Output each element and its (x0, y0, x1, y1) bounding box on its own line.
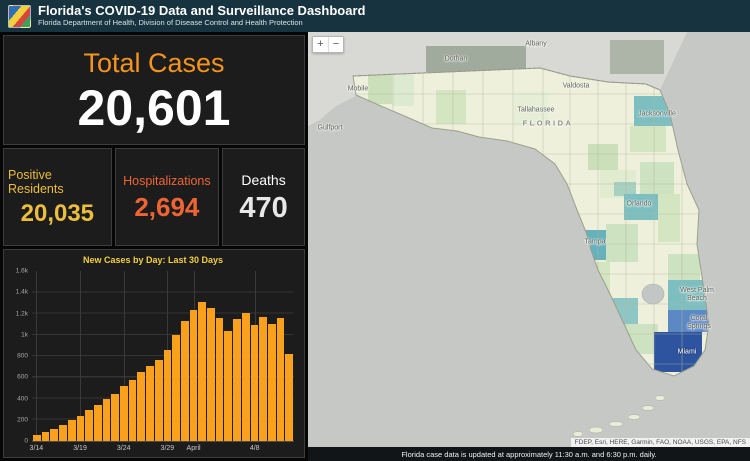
y-tick-label: 600 (17, 373, 28, 381)
bar-4/2[interactable] (198, 302, 207, 441)
hospitalizations-value: 2,694 (134, 192, 200, 222)
y-tick-label: 1k (21, 331, 28, 339)
bar-3/26[interactable] (137, 371, 146, 441)
grid-line (80, 271, 82, 441)
bar-4/7[interactable] (241, 312, 250, 441)
grid-line (36, 271, 38, 441)
florida-keys (572, 395, 666, 437)
bar-3/17[interactable] (59, 425, 67, 441)
page-subtitle: Florida Department of Health, Division o… (38, 18, 303, 28)
bar-3/15[interactable] (41, 431, 50, 441)
bar-4/12[interactable] (285, 354, 294, 441)
bar-3/19[interactable] (76, 415, 85, 441)
chart-title: New Cases by Day: Last 30 Days (82, 255, 224, 265)
florida-doh-logo-icon (8, 4, 31, 28)
app-header: Florida's COVID-19 Data and Surveillance… (0, 0, 750, 32)
x-tick-label: 3/29 (160, 445, 175, 452)
bar-3/14[interactable] (33, 434, 41, 441)
hospitalizations-panel: Hospitalizations 2,694 (114, 148, 220, 246)
total-cases-label: Total Cases (83, 47, 225, 78)
y-tick-label: 200 (17, 416, 28, 424)
bar-3/20[interactable] (85, 410, 93, 441)
bar-4/10[interactable] (267, 323, 276, 441)
new-cases-chart-panel: New Cases by Day: Last 30 Days 0 200 400 60… (3, 249, 305, 458)
y-tick-label: 1.4k (15, 288, 28, 296)
hospitalizations-label: Hospitalizations (123, 174, 211, 188)
y-tick-label: 1.6k (15, 267, 28, 275)
bar-3/28[interactable] (154, 359, 163, 441)
map-zoom-controls: + − (312, 36, 344, 53)
x-tick-label: 4/8 (249, 445, 260, 452)
map-out-of-state-land (308, 32, 687, 126)
bar-4/5[interactable] (224, 331, 233, 441)
bar-3/24[interactable] (120, 385, 128, 441)
deaths-value: 470 (239, 191, 288, 224)
bar-3/25[interactable] (128, 379, 137, 441)
bar-3/30[interactable] (172, 334, 180, 441)
deaths-label: Deaths (241, 171, 286, 188)
x-tick-label: 3/14 (29, 445, 44, 452)
y-tick-label: 0 (24, 437, 28, 445)
chart-bars[interactable] (32, 271, 294, 441)
florida-choropleth-map (308, 32, 750, 461)
state-border-line (352, 67, 661, 91)
bar-3/18[interactable] (67, 420, 76, 441)
bar-3/22[interactable] (102, 398, 111, 441)
y-tick-label: 1.2k (15, 310, 28, 317)
bar-3/31[interactable] (180, 320, 189, 441)
lake-okeechobee (641, 283, 665, 305)
x-tick-label: 3/24 (116, 445, 131, 452)
bar-3/27[interactable] (146, 366, 154, 441)
bar-4/1[interactable] (189, 309, 198, 441)
x-tick-label: 3/19 (73, 445, 87, 452)
chart-x-axis: 3/14 3/19 3/24 3/29 April 4/8 (29, 441, 294, 454)
page-title: Florida's COVID-19 Data and Surveillance… (38, 3, 366, 19)
map-georgia-shaded-area (426, 46, 526, 72)
bar-4/11[interactable] (276, 317, 285, 441)
bar-4/3[interactable] (207, 308, 215, 441)
total-cases-panel: Total Cases 20,601 (3, 35, 305, 145)
x-tick-label: April (186, 445, 201, 452)
bar-4/9[interactable] (259, 316, 267, 441)
stats-sidebar: Total Cases 20,601 Positive Residents 20… (0, 32, 308, 461)
positive-residents-panel: Positive Residents 20,035 (3, 148, 112, 246)
bar-3/16[interactable] (50, 428, 59, 441)
bar-3/21[interactable] (93, 404, 102, 441)
bar-4/6[interactable] (233, 318, 241, 441)
y-tick-label: 400 (17, 395, 28, 402)
deaths-panel: Deaths 470 (222, 148, 305, 246)
map-attribution: FDEP, Esri, HERE, Garmin, FAO, NOAA, USG… (570, 438, 750, 447)
positive-residents-value: 20,035 (20, 200, 95, 227)
chart-y-axis: 0 200 400 600 800 1k 1.2k 1.4k 1.6k (8, 267, 32, 445)
total-cases-value: 20,601 (77, 79, 231, 136)
grid-line (123, 271, 125, 441)
bar-3/29[interactable] (163, 349, 172, 441)
zoom-out-button[interactable]: − (328, 37, 343, 52)
bar-3/23[interactable] (111, 393, 120, 441)
map-okefenokee-area (610, 40, 664, 74)
florida-outline (352, 67, 710, 377)
positive-residents-label: Positive Residents (8, 168, 64, 196)
bar-4/8[interactable] (250, 324, 259, 441)
map-footer-note: Florida case data is updated at approxim… (308, 447, 750, 461)
bar-4/4[interactable] (215, 317, 224, 441)
zoom-in-button[interactable]: + (313, 37, 328, 52)
florida-map-canvas[interactable]: Albany Dothan Mobile Valdosta Gulfport T… (308, 32, 750, 461)
y-tick-label: 800 (17, 352, 28, 360)
